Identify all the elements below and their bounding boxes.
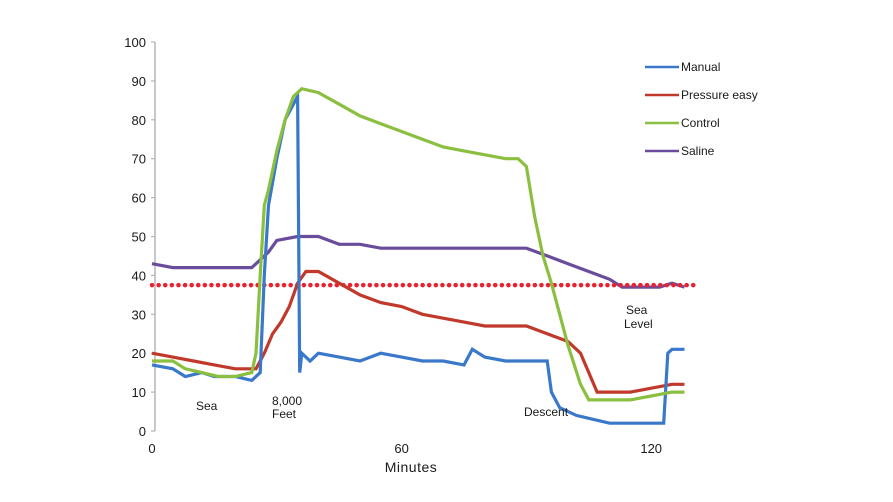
y-tick-label: 10 [132,385,146,400]
annotation-8000: 8,000 [272,394,302,408]
legend-item-saline[interactable]: Saline [645,144,715,158]
series-line-saline [151,234,685,289]
legend-label-pressure-easy: Pressure easy [681,88,758,102]
y-tick-label: 40 [132,268,146,283]
x-axis-ticks: 0 60 120 [148,441,662,456]
annotation-sea-level-1: Sea [626,303,648,317]
legend: Manual Pressure easy Control Saline [645,60,758,158]
y-tick-label: 50 [132,230,146,245]
annotation-descent: Descent [524,405,569,419]
series-layer [149,86,700,425]
series-line-manual [151,90,685,425]
legend-item-manual[interactable]: Manual [645,60,720,74]
y-tick-label: 90 [132,74,146,89]
annotation-feet: Feet [272,407,297,421]
annotation-sea: Sea [196,399,218,413]
legend-label-control: Control [681,116,720,130]
y-tick-label: 100 [124,35,146,50]
y-tick-label: 30 [132,307,146,322]
legend-item-pressure-easy[interactable]: Pressure easy [645,88,758,102]
series-line-control [152,86,685,402]
y-tick-label: 0 [139,424,146,439]
x-tick-label: 120 [640,441,662,456]
annotation-sea-level-2: Level [624,317,653,331]
x-tick-label: 0 [148,441,155,456]
y-tick-label: 70 [132,152,146,167]
y-tick-label: 20 [132,346,146,361]
legend-label-manual: Manual [681,60,720,74]
series-line-pressure-easy [151,269,685,394]
legend-label-saline: Saline [681,144,715,158]
x-axis-title: Minutes [385,459,438,475]
y-tick-label: 60 [132,191,146,206]
legend-item-control[interactable]: Control [645,116,720,130]
y-axis-ticks: 0 10 20 30 40 50 60 70 80 90 100 [124,35,155,439]
x-tick-label: 60 [394,441,408,456]
y-tick-label: 80 [132,113,146,128]
